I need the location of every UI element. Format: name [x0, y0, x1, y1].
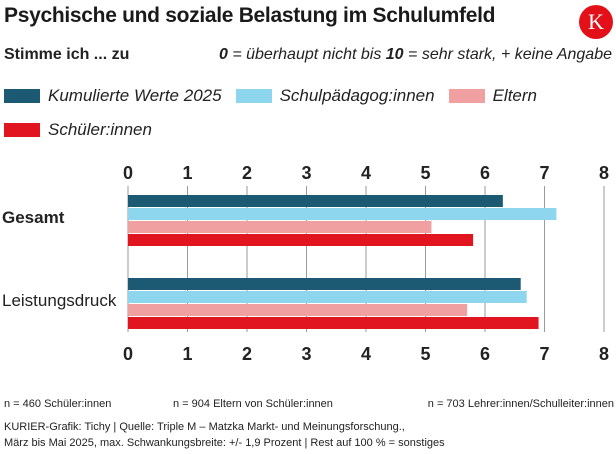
x-tick-label-bottom: 0 [123, 344, 133, 364]
bar [128, 195, 503, 207]
x-tick-label-top: 4 [361, 163, 371, 183]
legend-swatch [4, 89, 40, 103]
x-tick-label-top: 5 [420, 163, 430, 183]
footnote-n-students: n = 460 Schüler:innen [4, 398, 112, 410]
bar [128, 291, 527, 303]
category-label: Leistungsdruck [2, 291, 117, 310]
footnote-n-teachers: n = 703 Lehrer:innen/Schulleiter:innen [427, 398, 614, 410]
bar [128, 304, 468, 316]
bar [128, 221, 432, 233]
x-tick-label-top: 2 [242, 163, 252, 183]
source-line-2: März bis Mai 2025, max. Schwankungsbreit… [4, 437, 445, 449]
x-tick-label-bottom: 7 [539, 344, 549, 364]
legend-label: Schüler:innen [48, 120, 152, 139]
x-tick-label-bottom: 3 [301, 344, 311, 364]
legend-swatch [235, 89, 272, 103]
x-tick-label-top: 1 [182, 163, 192, 183]
chart-subtitle: Stimme ich ... zu [4, 46, 130, 63]
footnote-n-parents: n = 904 Eltern von Schüler:innen [173, 398, 333, 410]
x-tick-label-top: 3 [301, 163, 311, 183]
x-tick-label-top: 6 [480, 163, 490, 183]
x-tick-label-top: 8 [599, 163, 609, 183]
bar [128, 317, 539, 329]
legend-swatch [448, 89, 485, 103]
x-tick-label-bottom: 1 [182, 344, 192, 364]
legend-row-1: Kumulierte Werte 2025 Schulpädagog:innen… [4, 85, 551, 107]
x-tick-label-bottom: 2 [242, 344, 252, 364]
bar-chart: 0 0 1 1 2 2 3 3 4 4 5 5 6 6 7 7 8 8 Gesamt Leistungsdruck [2, 163, 609, 364]
bar [128, 208, 557, 220]
source-line-1: KURIER-Grafik: Tichy | Quelle: Triple M … [4, 421, 405, 433]
x-tick-label-bottom: 6 [480, 344, 490, 364]
chart-title: Psychische und soziale Belastung im Schu… [4, 4, 496, 27]
legend-label: Eltern [492, 86, 538, 105]
bar [128, 278, 521, 290]
bar [128, 234, 474, 246]
scale-text-2: = sehr stark, + keine Angabe [403, 46, 612, 63]
legend-label: Kumulierte Werte 2025 [48, 86, 222, 105]
legend-label: Schulpädagog:innen [279, 86, 435, 105]
legend-swatch [4, 123, 40, 137]
x-tick-label-bottom: 5 [420, 344, 430, 364]
scale-text-1: = überhaupt nicht bis [227, 46, 386, 63]
scale-explanation: 0 = überhaupt nicht bis 10 = sehr stark,… [219, 46, 612, 64]
kurier-logo: K [579, 5, 613, 39]
x-tick-label-bottom: 4 [361, 344, 371, 364]
legend-item-schueler: Schüler:innen [4, 120, 152, 140]
x-tick-label-bottom: 8 [599, 344, 609, 364]
legend-item-kumuliert: Kumulierte Werte 2025 [4, 86, 222, 106]
legend-item-eltern: Eltern [448, 86, 538, 106]
scale-zero: 0 [218, 46, 228, 63]
legend-item-schulpaedagogen: Schulpädagog:innen [235, 86, 435, 106]
category-label: Gesamt [2, 208, 65, 227]
x-tick-label-top: 0 [123, 163, 133, 183]
scale-ten: 10 [385, 46, 404, 63]
legend-row-2: Schüler:innen [4, 119, 166, 141]
x-tick-label-top: 7 [539, 163, 549, 183]
